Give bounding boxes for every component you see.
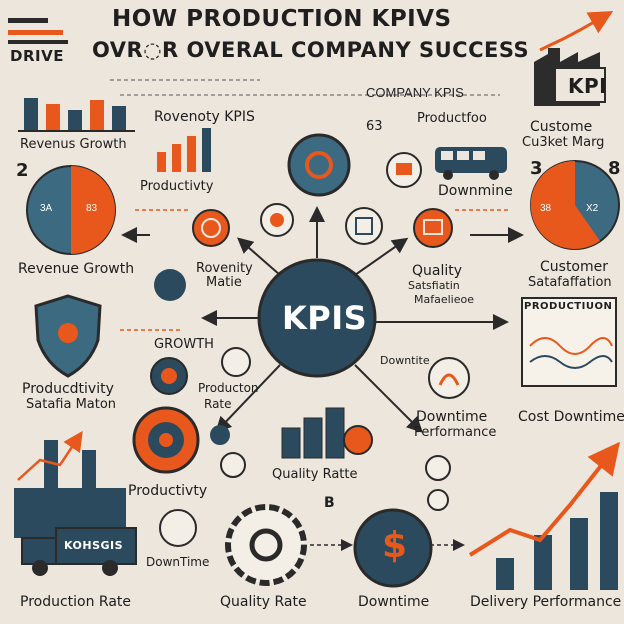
title-line-1: HOW PRODUCTION KPIVS [112,6,452,32]
production-box-label: PRODUCTIUON [524,301,613,312]
top-connectors [110,79,500,96]
downtite-label: Downtite [380,354,430,367]
center-arrows [121,206,524,433]
truck-icon [21,527,137,576]
productivity-top-label: Productivty [140,179,214,194]
bar-chart-icon [18,98,135,132]
productfood-label: Productfoo [417,111,487,126]
bus-icon [435,147,507,180]
revenue-growth-mid-label: Revenue Growth [18,261,135,277]
downtime-small-label: DownTime [146,555,210,569]
node-upper-right [386,152,422,188]
gear-bottom-icon [225,504,307,586]
orange-connectors [120,209,510,331]
node-lower-left [150,357,188,395]
stacked-chart-icon [281,407,373,459]
node-mid-2 [345,207,383,245]
num-8: 8 [608,158,622,179]
pie-left-b: 83 [86,203,98,214]
growth-arrow-icon [468,441,620,590]
rate-label: Rate [204,397,232,411]
shield-icon [34,294,102,378]
num-2: 2 [16,160,30,181]
money-icon [353,508,433,588]
node-lower-right [428,357,470,399]
delivery-performance-label: Delivery Performance [470,594,622,610]
kpi-badge-label: KPI [568,74,608,98]
downtime-label: Downtime [358,594,430,610]
node-left-2 [260,203,294,237]
company-kpis-label: COMPANY KPIS [366,85,464,100]
performance-label: Performance [414,425,497,440]
kpis-center-node [257,258,377,378]
revenue-kpis-label: Rovenoty KPIS [154,109,255,125]
satafia-maton-label: Satafia Maton [26,397,117,412]
kpi-factory-icon [534,11,614,106]
drive-caption: DRIVE [10,47,64,65]
quality-ratte-label: Quality Ratte [272,467,358,482]
pie-chart-right-icon [530,160,620,250]
rovenity-label: Rovenity [196,261,253,276]
production-rate-label: Production Rate [20,594,132,610]
gear-icon [132,406,200,474]
customer-label: Custome [530,119,593,135]
customer-market-label: Cu3ket Marg [522,135,605,150]
header-left-stripes [8,18,68,44]
truck-label: KOHSGIS [64,539,124,552]
revenue-growth-top-label: Revenus Growth [20,137,127,152]
customer-sat-label: Customer [540,259,609,275]
production-chart-box [521,297,617,387]
producton-label: Producton [198,381,259,395]
num-63: 63 [366,119,383,134]
factory-icon [14,430,126,538]
pie-chart-icon [26,165,116,255]
satafaffation-label: Satafaffation [528,275,612,290]
dollar-glyph: $ [382,525,408,566]
gear-node-upper [287,133,351,197]
productivity-bars-icon [157,128,211,172]
num-3: 3 [530,158,544,179]
pie-right-b: X2 [586,203,599,214]
quality-label: Quality [412,263,463,279]
matie-label: Matie [206,275,242,290]
node-small-2 [154,269,186,301]
productivity-bottom-label: Productivty [128,483,208,499]
pie-left-a: 3A [40,203,53,214]
money-node-left [192,209,230,247]
num-b: B [324,495,336,511]
growth-label: GROWTH [154,337,214,352]
node-lower-left-2 [221,347,251,377]
satsfiatin-label: Satsfiatin [408,279,460,292]
node-lower-small [159,425,451,547]
downmine-label: Downmine [438,183,513,199]
quality-rate-label: Quality Rate [220,594,307,610]
cost-downtime-label: Cost Downtime [518,409,624,425]
pie-right-a: 38 [540,203,552,214]
downtime-perf-label: Downtime [416,409,488,425]
title-line-2: OVR◌R OVERAL COMPANY SUCCESS [92,38,530,62]
mafaelieoe-label: Mafaelieoe [414,293,474,306]
node-right-2 [413,208,453,248]
producdtivity-label: Producdtivity [22,381,114,397]
center-kpis-label: KPIS [282,299,368,337]
